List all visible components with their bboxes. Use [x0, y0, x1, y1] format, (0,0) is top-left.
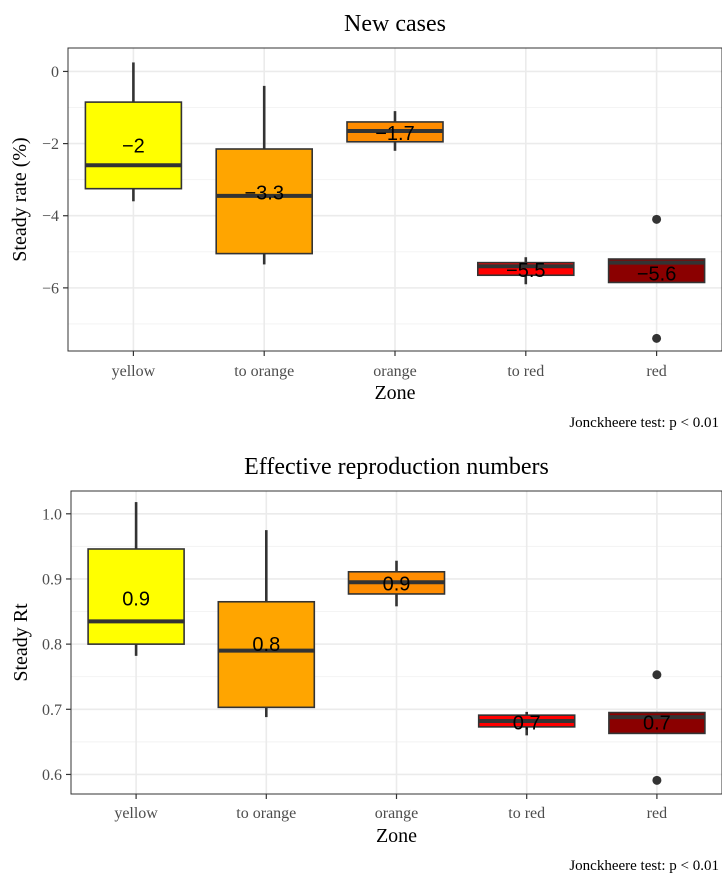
mean-label: −5.6 — [637, 263, 676, 285]
mean-label: 0.9 — [122, 589, 150, 611]
chart-title: New cases — [344, 11, 446, 37]
y-tick-label: 0.9 — [42, 571, 62, 588]
mean-label: 0.7 — [513, 712, 541, 734]
y-axis-title: Steady rate (%) — [9, 137, 31, 261]
outlier-point — [652, 670, 662, 680]
outlier-point — [652, 214, 662, 224]
chart-title: Effective reproduction numbers — [244, 454, 549, 480]
x-tick-label: yellow — [112, 363, 156, 380]
x-tick-label: to orange — [234, 363, 294, 380]
y-tick-label: 0.7 — [42, 702, 62, 719]
outlier-point — [652, 333, 662, 343]
x-tick-label: to red — [507, 363, 544, 380]
box-yellow: 0.9 — [87, 502, 185, 656]
box-body — [215, 148, 313, 255]
mean-label: 0.8 — [252, 634, 280, 656]
mean-label: −5.5 — [506, 260, 545, 282]
chart-new-cases: 0 −2 −4 −6 −2 −3.3 −1.7 −5.5 −5.6 yellow to orange… — [9, 11, 722, 431]
mean-label: 0.9 — [383, 574, 411, 596]
box-to-orange: −3.3 — [215, 85, 313, 265]
y-axis-title: Steady Rt — [10, 603, 32, 682]
x-tick-label: red — [646, 363, 666, 380]
box-to-red: −5.5 — [476, 257, 575, 285]
mean-label: −1.7 — [375, 123, 414, 145]
y-tick-label: −6 — [42, 280, 59, 297]
x-axis-title: Zone — [374, 382, 415, 404]
mean-label: −3.3 — [244, 182, 283, 204]
x-tick-label: orange — [373, 363, 417, 380]
box-body — [607, 258, 706, 284]
y-tick-label: 0.6 — [42, 767, 62, 784]
caption: Jonckheere test: p < 0.01 — [569, 415, 719, 431]
box-red: −5.6 — [607, 214, 706, 343]
box-to-red: 0.7 — [477, 711, 576, 736]
box-body — [217, 600, 316, 709]
box-orange: 0.9 — [347, 560, 446, 607]
x-tick-label: to orange — [236, 805, 296, 822]
x-tick-label: yellow — [114, 805, 158, 822]
y-tick-label: −2 — [42, 136, 59, 153]
box-orange: −1.7 — [346, 111, 444, 151]
mean-label: −2 — [122, 135, 145, 157]
box-yellow: −2 — [84, 62, 183, 202]
box-to-orange: 0.8 — [217, 530, 316, 718]
x-tick-label: to red — [508, 805, 545, 822]
mean-label: 0.7 — [643, 712, 671, 734]
caption: Jonckheere test: p < 0.01 — [569, 858, 719, 873]
y-tick-label: 1.0 — [42, 506, 62, 523]
x-tick-label: red — [647, 805, 667, 822]
box-body — [87, 548, 185, 645]
box-body — [84, 101, 183, 190]
box-red: 0.7 — [608, 670, 706, 785]
outlier-point — [652, 775, 662, 785]
x-axis-title: Zone — [376, 825, 417, 847]
y-tick-label: −4 — [42, 208, 59, 225]
x-tick-label: orange — [375, 805, 419, 822]
chart-effective-reproduction-numbers: 1.0 0.9 0.8 0.7 0.6 0.9 0.8 0.9 0.7 0.7 yellow to o… — [10, 454, 722, 873]
y-tick-label: 0.8 — [42, 637, 62, 654]
y-tick-label: 0 — [51, 64, 59, 81]
